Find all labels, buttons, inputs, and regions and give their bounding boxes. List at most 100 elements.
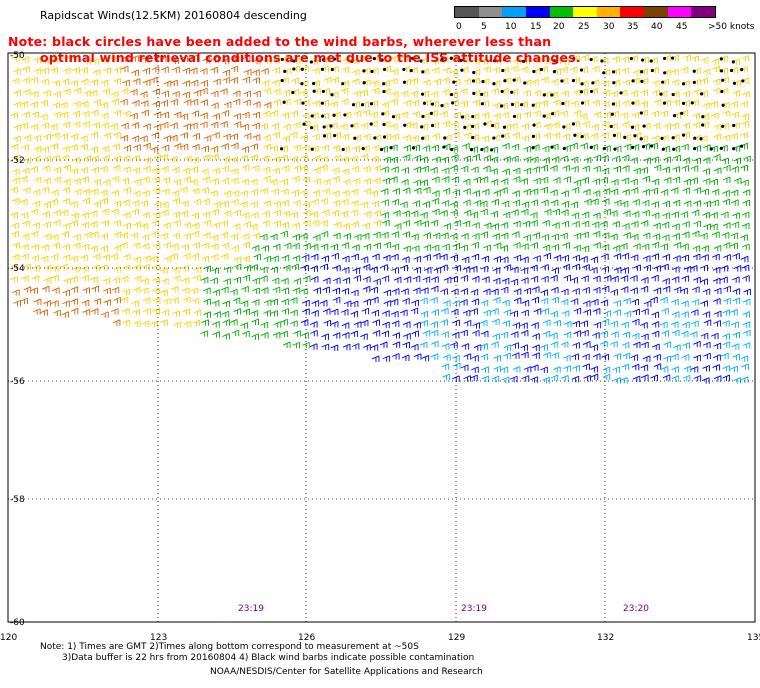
contamination-marker xyxy=(520,103,524,107)
contamination-marker xyxy=(480,102,485,106)
wind-barb xyxy=(471,253,480,261)
wind-barb xyxy=(460,364,469,371)
wind-barb xyxy=(111,175,120,183)
wind-barb xyxy=(300,165,309,172)
wind-barb xyxy=(33,146,42,153)
wind-barb xyxy=(613,309,621,316)
wind-barb xyxy=(13,90,21,97)
wind-barb xyxy=(291,189,300,196)
wind-barb xyxy=(603,111,612,119)
contamination-marker xyxy=(650,68,654,73)
wind-barb xyxy=(581,275,589,282)
wind-barb xyxy=(583,309,591,316)
wind-barb xyxy=(551,267,560,274)
wind-barb xyxy=(441,167,450,174)
wind-barb xyxy=(91,167,99,174)
wind-barb xyxy=(640,220,649,227)
wind-barb xyxy=(90,308,99,315)
wind-barb xyxy=(581,121,590,128)
wind-barb xyxy=(250,143,258,150)
wind-barb xyxy=(459,299,468,306)
wind-barb xyxy=(411,135,419,142)
contamination-marker xyxy=(493,59,497,63)
wind-barb xyxy=(200,112,208,119)
wind-barb xyxy=(402,297,410,305)
wind-barb xyxy=(582,286,590,294)
wind-barb xyxy=(350,289,359,296)
wind-barb xyxy=(131,122,140,129)
wind-barb xyxy=(30,208,39,216)
wind-barb xyxy=(471,275,480,283)
wind-barb xyxy=(341,66,350,74)
wind-barb xyxy=(621,321,629,328)
scale-label: 45 xyxy=(676,22,688,32)
wind-barb xyxy=(72,100,81,108)
contamination-marker xyxy=(449,56,453,60)
wind-barb xyxy=(293,330,301,337)
wind-barb xyxy=(501,376,510,383)
wind-barb xyxy=(72,178,81,185)
wind-barb xyxy=(100,197,108,205)
wind-barb xyxy=(370,286,378,294)
wind-barb xyxy=(41,186,50,194)
wind-barb xyxy=(262,210,270,218)
contamination-marker xyxy=(350,59,354,63)
wind-barb xyxy=(23,263,31,271)
wind-barb xyxy=(431,144,439,152)
wind-barb xyxy=(193,274,201,282)
wind-barb xyxy=(182,308,191,315)
wind-barb xyxy=(450,209,458,217)
wind-barb xyxy=(552,208,560,216)
wind-barb xyxy=(431,208,440,216)
wind-barb xyxy=(221,165,230,173)
wind-barb xyxy=(50,234,59,241)
wind-barb xyxy=(700,264,708,272)
wind-barb xyxy=(412,275,421,283)
wind-barb xyxy=(613,199,622,207)
wind-barb xyxy=(581,54,589,62)
wind-barb xyxy=(161,144,170,152)
wind-barb xyxy=(233,256,242,263)
contamination-marker xyxy=(539,67,543,72)
wind-barb xyxy=(230,133,238,140)
contamination-marker xyxy=(633,134,637,138)
contamination-marker xyxy=(492,82,496,86)
wind-barb xyxy=(81,110,90,118)
wind-barb xyxy=(671,329,680,337)
wind-barb xyxy=(420,310,429,318)
contamination-marker xyxy=(681,82,686,86)
wind-barb xyxy=(233,113,242,120)
wind-barb xyxy=(742,342,751,349)
wind-barb xyxy=(523,366,532,373)
wind-barb xyxy=(273,209,282,217)
wind-barb xyxy=(161,111,169,118)
wind-barb xyxy=(53,91,61,98)
wind-barb xyxy=(741,211,750,219)
contamination-marker xyxy=(353,136,357,140)
wind-barb xyxy=(732,353,740,361)
wind-barb xyxy=(111,286,120,294)
wind-barb xyxy=(221,143,229,150)
wind-barb xyxy=(21,233,30,240)
wind-barb xyxy=(580,320,588,327)
wind-barb xyxy=(81,274,89,282)
wind-barb xyxy=(183,155,192,162)
wind-barb xyxy=(410,77,419,85)
wind-barb xyxy=(22,111,30,118)
wind-barb xyxy=(272,88,281,95)
wind-barb xyxy=(440,319,448,326)
wind-barb xyxy=(210,90,219,98)
wind-barb xyxy=(670,187,679,194)
wind-barb xyxy=(371,156,379,163)
wind-barb xyxy=(30,76,39,84)
wind-barb xyxy=(681,165,689,172)
wind-barb xyxy=(243,90,251,97)
wind-barb xyxy=(290,211,298,218)
wind-barb xyxy=(341,133,350,141)
wind-barb xyxy=(540,100,548,107)
wind-barb xyxy=(132,78,141,85)
lat-label: -58 xyxy=(10,495,25,505)
wind-barb xyxy=(113,66,122,74)
wind-barb xyxy=(621,177,630,184)
